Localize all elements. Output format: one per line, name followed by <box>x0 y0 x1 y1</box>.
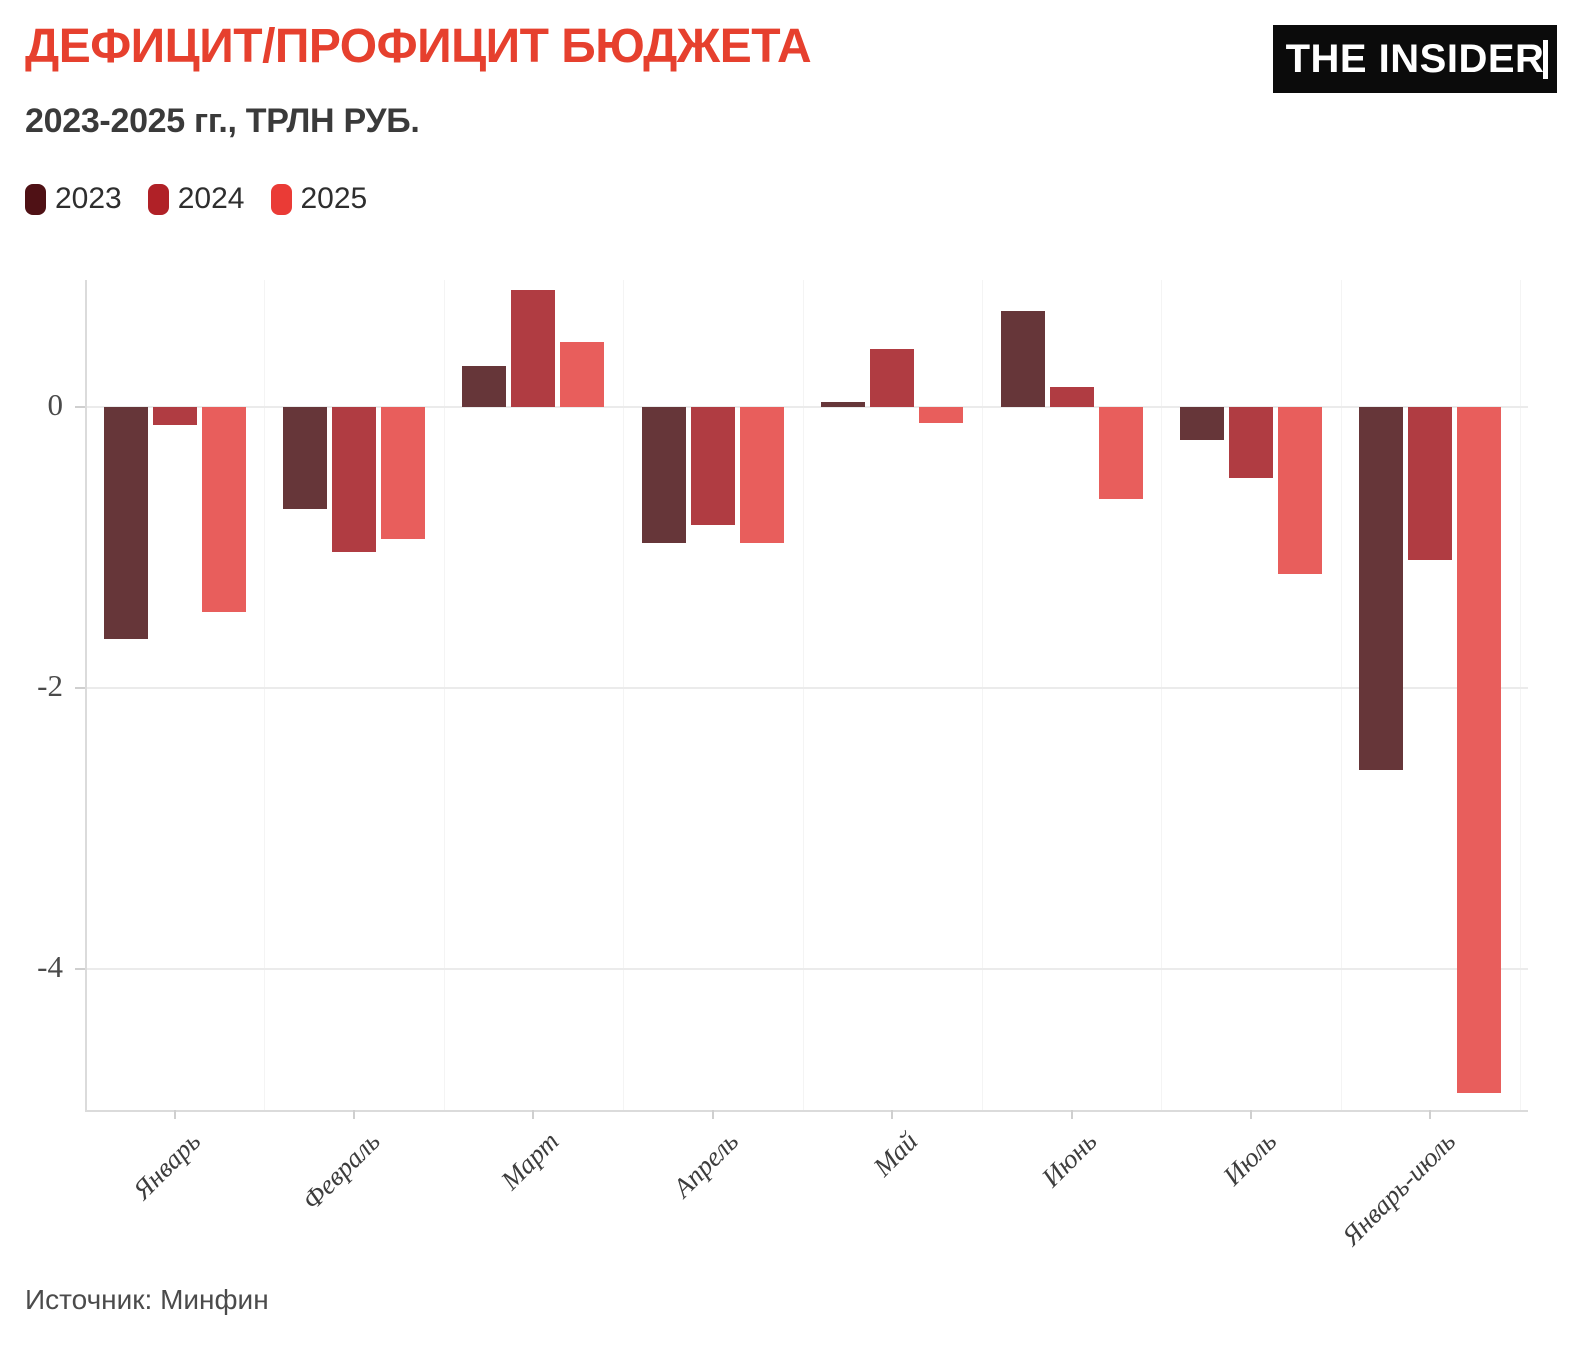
legend: 2023 2024 2025 <box>25 182 367 216</box>
x-tick-mark <box>353 1110 356 1119</box>
legend-item-2024: 2024 <box>147 182 245 216</box>
x-tick-mark <box>891 1110 894 1119</box>
x-axis-label-Июль: Июль <box>1217 1126 1283 1192</box>
y-tick-mark <box>75 686 85 689</box>
bar-2024-Январь <box>152 406 197 425</box>
vertical-gridline <box>264 280 266 1110</box>
vertical-gridline <box>1161 280 1163 1110</box>
legend-swatch-2024-icon <box>147 183 169 215</box>
page-title: ДЕФИЦИТ/ПРОФИЦИТ БЮДЖЕТА <box>25 20 812 73</box>
y-axis-label: -2 <box>37 667 63 703</box>
logo-cursor-mark <box>1543 40 1548 79</box>
x-tick-mark <box>1429 1110 1432 1119</box>
bar-2025-Июль <box>1277 406 1322 575</box>
x-tick-mark <box>532 1110 535 1119</box>
x-axis-label-Январь-июль: Январь-июль <box>1336 1126 1462 1252</box>
x-axis-label-Июнь: Июнь <box>1036 1126 1103 1193</box>
legend-swatch-2023-icon <box>25 183 46 215</box>
vertical-gridline <box>981 280 983 1110</box>
bar-2025-Февраль <box>381 406 426 539</box>
vertical-gridline <box>623 280 625 1110</box>
bar-2023-Январь <box>103 406 148 639</box>
legend-label-2023: 2023 <box>55 182 122 215</box>
bar-2024-Июль <box>1228 406 1273 479</box>
bar-2024-Июнь <box>1049 386 1094 407</box>
y-axis-line <box>85 280 87 1110</box>
x-tick-mark <box>711 1110 714 1119</box>
bar-2025-Июнь <box>1098 406 1143 500</box>
bar-2024-Апрель <box>690 406 735 525</box>
x-tick-mark <box>1070 1110 1073 1119</box>
legend-item-2025: 2025 <box>270 182 368 216</box>
x-axis-label-Апрель: Апрель <box>667 1126 745 1203</box>
gridline-y--2 <box>85 686 1528 689</box>
vertical-gridline <box>802 280 804 1110</box>
bar-2023-Февраль <box>283 406 328 510</box>
bar-2025-Январь-июль <box>1457 406 1502 1094</box>
bar-2024-Январь-июль <box>1408 406 1453 560</box>
bar-2025-Апрель <box>739 406 784 544</box>
bar-2025-Январь <box>201 406 246 612</box>
gridline-y-0 <box>85 405 1528 408</box>
x-axis-label-Март: Март <box>495 1126 565 1196</box>
legend-label-2024: 2024 <box>177 182 245 215</box>
x-tick-mark <box>1249 1110 1252 1119</box>
legend-item-2023: 2023 <box>25 182 122 216</box>
bar-2025-Май <box>919 406 964 424</box>
gridline-y--4 <box>85 968 1528 971</box>
page-subtitle: 2023-2025 гг., ТРЛН РУБ. <box>25 102 420 140</box>
the-insider-logo: THE INSIDER <box>1273 25 1557 93</box>
source-note: Источник: Минфин <box>25 1284 269 1315</box>
x-axis-line <box>85 1110 1528 1112</box>
x-axis-label-Май: Май <box>867 1126 924 1182</box>
x-tick-mark <box>173 1110 176 1119</box>
bar-2023-Май <box>821 402 866 407</box>
x-axis-label-Январь: Январь <box>126 1126 206 1206</box>
bar-2023-Июнь <box>1000 310 1045 407</box>
bar-2024-Февраль <box>332 406 377 552</box>
logo-text: THE INSIDER <box>1285 36 1545 81</box>
bar-2024-Май <box>870 348 915 407</box>
bar-2023-Март <box>462 365 507 407</box>
y-tick-mark <box>75 405 85 408</box>
x-axis-label-Февраль: Февраль <box>295 1126 386 1216</box>
vertical-gridline <box>1340 280 1342 1110</box>
bar-2023-Апрель <box>641 406 686 544</box>
y-axis-label: 0 <box>47 386 64 422</box>
y-axis-label: -4 <box>37 949 63 985</box>
legend-swatch-2025-icon <box>270 183 292 215</box>
bar-2025-Март <box>560 341 605 407</box>
bar-2024-Март <box>511 289 556 407</box>
vertical-gridline <box>1520 280 1521 1110</box>
legend-label-2025: 2025 <box>300 182 368 215</box>
bar-2023-Январь-июль <box>1359 406 1404 770</box>
y-tick-mark <box>75 968 85 971</box>
vertical-gridline <box>443 280 445 1110</box>
bar-2023-Июль <box>1179 406 1224 441</box>
